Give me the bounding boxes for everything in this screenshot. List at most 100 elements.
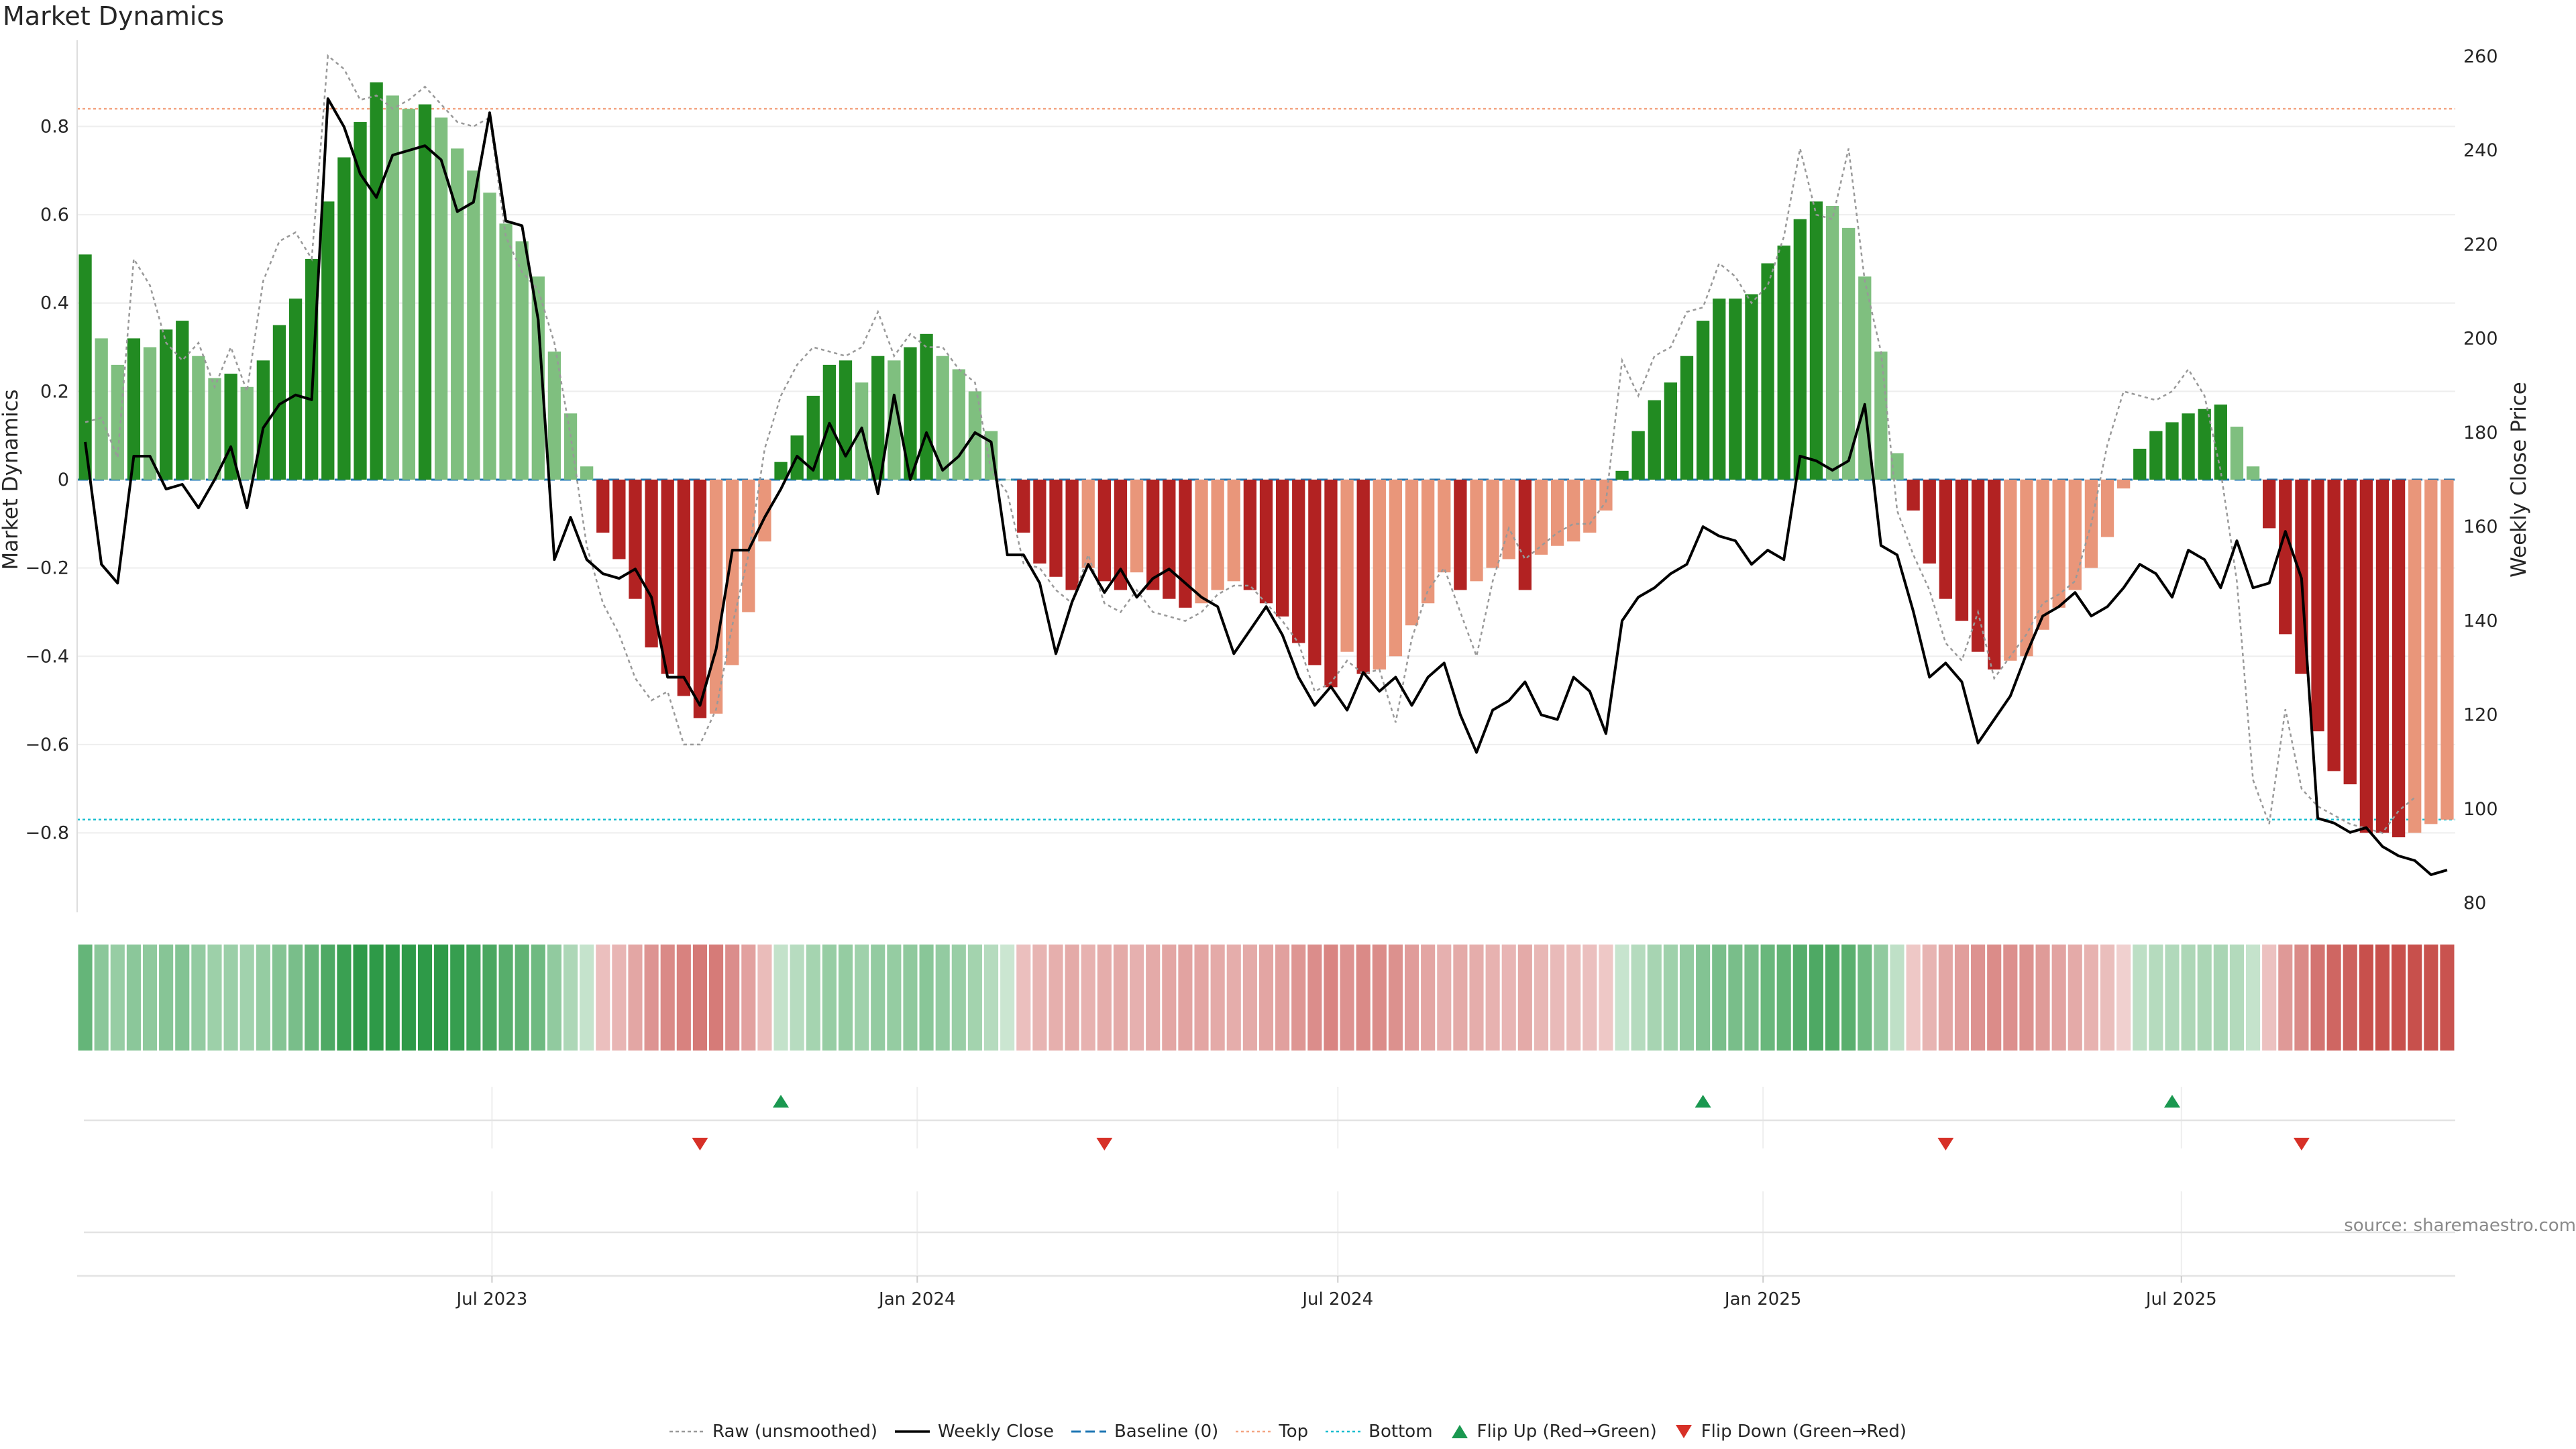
heat-cell: [596, 945, 610, 1051]
heat-cell: [94, 945, 109, 1051]
heat-cell: [2003, 945, 2018, 1051]
heat-cell: [1615, 945, 1629, 1051]
heat-cell: [2343, 945, 2357, 1051]
bar: [920, 333, 933, 480]
bar: [370, 82, 383, 480]
heat-cell: [305, 945, 319, 1051]
heat-cell: [1696, 945, 1711, 1051]
bar: [1939, 480, 1953, 599]
bar: [1130, 480, 1144, 573]
heat-cell: [2294, 945, 2309, 1051]
bar: [1356, 480, 1370, 674]
heat-cell: [951, 945, 966, 1051]
heat-cell: [2181, 945, 2196, 1051]
flip-up-marker: [773, 1095, 790, 1108]
bar: [1971, 480, 1985, 652]
bar: [693, 480, 707, 718]
bar: [2182, 413, 2195, 480]
bar: [2392, 480, 2406, 838]
heat-cell: [1744, 945, 1759, 1051]
legend-baseline-label: Baseline (0): [1114, 1421, 1219, 1442]
heat-cell: [207, 945, 222, 1051]
heat-cell: [223, 945, 238, 1051]
bar: [2036, 480, 2049, 630]
heat-cell: [741, 945, 756, 1051]
bar: [1438, 480, 1451, 573]
heat-cell: [1663, 945, 1678, 1051]
bar: [1550, 480, 1564, 546]
bar: [645, 480, 658, 648]
heat-cell: [660, 945, 675, 1051]
heat-cell: [1000, 945, 1015, 1051]
bar: [726, 480, 739, 665]
heat-cell: [417, 945, 433, 1051]
bar: [1421, 480, 1435, 604]
bar: [839, 360, 853, 480]
heat-cell: [1340, 945, 1354, 1051]
source-note: source: sharemaestro.com: [2344, 1216, 2576, 1236]
heat-cell: [790, 945, 804, 1051]
heat-cell: [1016, 945, 1031, 1051]
heat-cell: [2440, 945, 2455, 1051]
heat-cell: [1065, 945, 1079, 1051]
bar: [1211, 480, 1224, 590]
heat-cell: [1372, 945, 1387, 1051]
heat-cell: [822, 945, 837, 1051]
legend-baseline-swatch: [1071, 1430, 1106, 1433]
bar: [2198, 409, 2211, 480]
bar: [2020, 480, 2033, 657]
heat-cell: [806, 945, 820, 1051]
heat-cell: [272, 945, 287, 1051]
heat-cell: [903, 945, 918, 1051]
x-tick-label: Jul 2024: [1301, 1289, 1373, 1309]
heat-cell: [337, 945, 352, 1051]
bar: [1146, 480, 1160, 590]
bar: [742, 480, 755, 612]
legend-flip-down-label: Flip Down (Green→Red): [1701, 1421, 1907, 1442]
bar: [208, 378, 221, 480]
y2-tick-label: 200: [2463, 329, 2498, 350]
bar: [111, 364, 124, 480]
y-tick-label: 0.8: [40, 116, 69, 137]
bar: [2214, 405, 2227, 480]
heat-cell: [142, 945, 158, 1051]
bar: [580, 466, 594, 480]
bar: [2440, 480, 2454, 820]
heat-cell: [1210, 945, 1225, 1051]
y2-tick-label: 140: [2463, 610, 2498, 631]
bar: [2279, 480, 2292, 635]
bar: [143, 347, 157, 480]
heat-cell: [1130, 945, 1144, 1051]
heat-cell: [2326, 945, 2341, 1051]
bar: [1729, 299, 1742, 480]
heat-cell: [2245, 945, 2261, 1051]
bar: [547, 352, 561, 480]
heat-cell: [1874, 945, 1888, 1051]
heat-cell: [580, 945, 594, 1051]
y-axis-title: Market Dynamics: [0, 389, 23, 570]
heat-cell: [887, 945, 902, 1051]
bar: [95, 338, 108, 480]
bar: [1874, 352, 1888, 480]
bar: [2052, 480, 2065, 608]
heat-cell: [1291, 945, 1306, 1051]
heat-cell: [2375, 945, 2390, 1051]
y2-tick-label: 160: [2463, 517, 2498, 537]
bar: [1454, 480, 1467, 590]
bar: [1373, 480, 1386, 670]
bar: [612, 480, 626, 559]
bar: [1907, 480, 1920, 511]
heat-cell: [1307, 945, 1322, 1051]
y2-tick-label: 120: [2463, 705, 2498, 726]
heat-cell: [563, 945, 578, 1051]
bar: [1745, 294, 1758, 480]
heat-cell: [967, 945, 982, 1051]
heat-cell: [547, 945, 561, 1051]
heat-cell: [498, 945, 513, 1051]
y2-tick-label: 260: [2463, 46, 2498, 67]
heat-cell: [1324, 945, 1338, 1051]
heat-cell: [482, 945, 497, 1051]
heat-cell: [725, 945, 740, 1051]
heat-cell: [191, 945, 206, 1051]
legend-flip-up: Flip Up (Red→Green): [1450, 1421, 1657, 1442]
